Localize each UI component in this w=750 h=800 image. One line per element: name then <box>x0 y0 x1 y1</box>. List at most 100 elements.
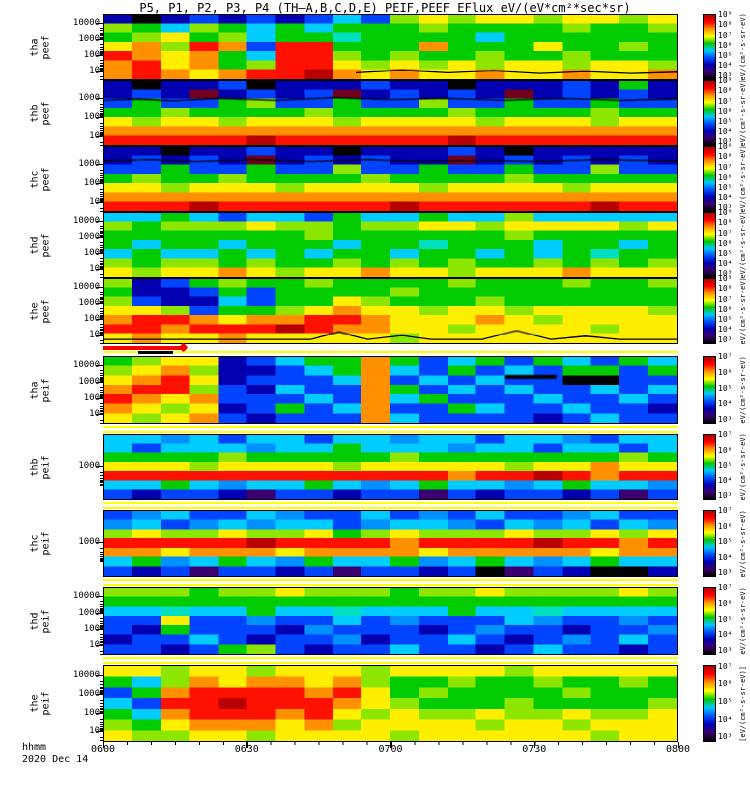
panel-label-text: tha peif <box>30 378 52 402</box>
ytick-minor-mark <box>100 300 103 302</box>
colorbar-tick-label: 10⁷ <box>718 294 733 304</box>
ytick-minor-mark <box>100 680 103 682</box>
ytick-mark <box>96 54 103 56</box>
ytick-minor-mark <box>100 192 103 194</box>
colorbar-tick-label: 10⁶ <box>718 304 733 314</box>
ytick-minor-mark <box>100 106 103 108</box>
panel-label-the-peef: the peef <box>26 278 56 344</box>
ytick-minor-mark <box>100 410 103 412</box>
ytick-minor-mark <box>100 36 103 38</box>
ytick-mark <box>96 542 103 544</box>
ytick-minor-mark <box>100 134 103 136</box>
colorbar-unit-label: [eV/(cm²-s-sr-eV)] <box>736 212 749 278</box>
ytick-minor-mark <box>100 313 103 314</box>
ytick-minor-mark <box>100 554 103 556</box>
ytick-minor-mark <box>100 182 103 184</box>
ytick-mark <box>96 163 103 165</box>
ytick-minor-mark <box>100 689 103 691</box>
ytick-minor-mark <box>100 302 103 304</box>
panel-tha-peif <box>103 356 678 424</box>
ytick-label: 100 <box>83 624 100 635</box>
ytick-mark <box>96 136 103 138</box>
ytick-minor-mark <box>100 236 103 238</box>
ytick-minor-mark <box>100 27 103 29</box>
ytick-minor-mark <box>100 372 103 374</box>
ytick-minor-mark <box>100 627 103 629</box>
ytick-minor-mark <box>100 49 103 50</box>
spectrogram-thd-peif <box>104 588 677 654</box>
ytick-minor-mark <box>100 46 103 48</box>
ytick-minor-mark <box>100 634 103 636</box>
ytick-minor-mark <box>100 178 103 180</box>
colorbar-tick-label: 10⁵ <box>718 537 733 547</box>
ytick-minor-mark <box>100 294 103 296</box>
ytick-minor-mark <box>100 548 103 550</box>
ytick-minor-mark <box>100 78 103 80</box>
ytick-label: 10 <box>89 726 100 737</box>
ytick-minor-mark <box>100 296 103 298</box>
colorbar-tick-label: 10³ <box>718 732 733 742</box>
colorbar-tick-label: 10⁷ <box>718 352 733 362</box>
ytick-minor-mark <box>100 643 103 645</box>
ytick-minor-mark <box>100 333 103 335</box>
colorbar-tick-label: 10³ <box>718 269 733 279</box>
ytick-minor-mark <box>100 197 103 199</box>
colorbar-tick-label: 10⁷ <box>718 430 733 440</box>
ytick-mark <box>96 70 103 72</box>
colorbar-tick-label: 10³ <box>718 335 733 345</box>
ytick-minor-mark <box>100 606 103 608</box>
ytick-minor-mark <box>100 378 103 380</box>
ytick-minor-mark <box>100 386 103 388</box>
colorbar-unit-text: [eV/(cm²-s-sr-eV)] <box>738 80 747 146</box>
spectrogram-the-peef <box>104 279 677 343</box>
colorbar-tick-label: 10⁹ <box>718 76 733 86</box>
colorbar-tick-label: 10⁶ <box>718 106 733 116</box>
ytick-minor-mark <box>100 557 103 559</box>
panel-probe-label: thb <box>29 103 41 123</box>
colorbar-tick-label: 10⁵ <box>718 314 733 324</box>
ytick-minor-mark <box>100 639 103 641</box>
ytick-minor-mark <box>100 389 103 391</box>
ytick-minor-mark <box>100 653 103 655</box>
colorbar-tick-label: 10⁶ <box>718 599 733 608</box>
spectrogram-thb-peif <box>104 435 677 499</box>
ytick-mark <box>96 595 103 597</box>
colorbar-tick-label: 10⁶ <box>718 679 733 689</box>
panel-quantity-label: peif <box>40 608 51 634</box>
panel-label-thb-peif: thb peif <box>26 434 56 500</box>
ytick-minor-mark <box>100 332 103 334</box>
ytick-minor-mark <box>100 711 103 713</box>
ytick-mark <box>96 268 103 270</box>
ytick-minor-mark <box>100 626 103 628</box>
panel-the-peef <box>103 278 678 344</box>
ytick-mark <box>96 645 103 647</box>
colorbar-tick-label: 10⁴ <box>718 475 733 485</box>
ytick-minor-mark <box>100 299 103 301</box>
colorbar-tha-peef <box>703 14 716 80</box>
ytick-minor-mark <box>100 737 103 738</box>
panel-quantity-label: peef <box>40 100 51 126</box>
ytick-minor-mark <box>100 75 103 77</box>
ytick-mark <box>96 629 103 631</box>
ytick-minor-mark <box>100 68 103 70</box>
ytick-minor-mark <box>100 111 103 113</box>
ytick-minor-mark <box>100 130 103 132</box>
ytick-minor-mark <box>100 249 103 251</box>
panel-separator-line <box>103 431 678 433</box>
panel-thc-peif <box>103 510 678 577</box>
panel-separator-line <box>103 351 678 353</box>
ytick-minor-mark <box>100 103 103 105</box>
panel-tha-peef <box>103 14 678 80</box>
panel-label-tha-peef: tha peef <box>26 14 56 80</box>
ytick-minor-mark <box>100 179 103 181</box>
ytick-mark <box>96 465 103 467</box>
colorbar-tick-label: 10⁷ <box>718 30 733 40</box>
ytick-minor-mark <box>100 169 103 171</box>
colorbar-tick-label: 10³ <box>718 71 733 81</box>
ytick-minor-mark <box>100 301 103 303</box>
ytick-label: 10000 <box>72 670 100 680</box>
ytick-label: 100 <box>83 49 100 60</box>
x-axis-unit-label: hhmm <box>22 742 47 753</box>
ytick-mark <box>96 39 103 41</box>
